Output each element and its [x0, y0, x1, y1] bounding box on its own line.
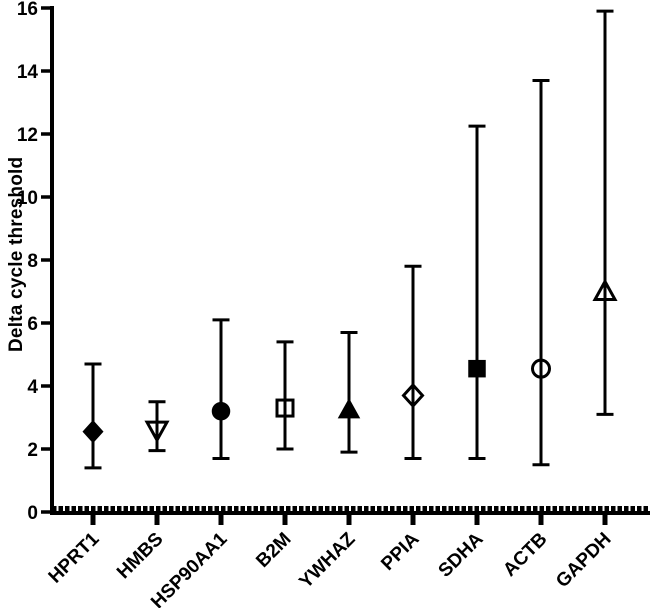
- x-category-label: B2M: [252, 529, 295, 572]
- marker-sdha: [468, 359, 486, 378]
- marker-ywhaz: [337, 398, 361, 419]
- y-tick-label: 0: [27, 503, 38, 524]
- y-tick-label: 2: [27, 440, 38, 461]
- marker-actb: [531, 358, 551, 379]
- x-category-label: YWHAZ: [295, 528, 359, 592]
- x-category-label: GAPDH: [552, 529, 615, 592]
- marker-b2m: [275, 398, 295, 418]
- x-category-label: ACTB: [499, 529, 551, 581]
- y-tick-label: 12: [17, 125, 38, 146]
- marker-hsp90aa1: [211, 401, 231, 421]
- x-category-label: PPIA: [377, 528, 423, 574]
- marker-hprt1: [82, 420, 104, 444]
- marker-gapdh: [592, 278, 618, 301]
- x-category-label: HPRT1: [45, 528, 104, 587]
- x-category-label: HMBS: [113, 529, 167, 583]
- marker-ppia: [401, 382, 425, 409]
- y-tick-label: 10: [17, 188, 38, 209]
- y-tick-label: 6: [27, 314, 38, 335]
- y-tick-label: 16: [17, 0, 38, 20]
- y-tick-label: 14: [17, 62, 39, 83]
- x-category-label: SDHA: [435, 528, 488, 581]
- y-tick-label: 4: [27, 377, 38, 398]
- marker-hmbs: [144, 420, 170, 444]
- y-tick-label: 8: [27, 251, 38, 272]
